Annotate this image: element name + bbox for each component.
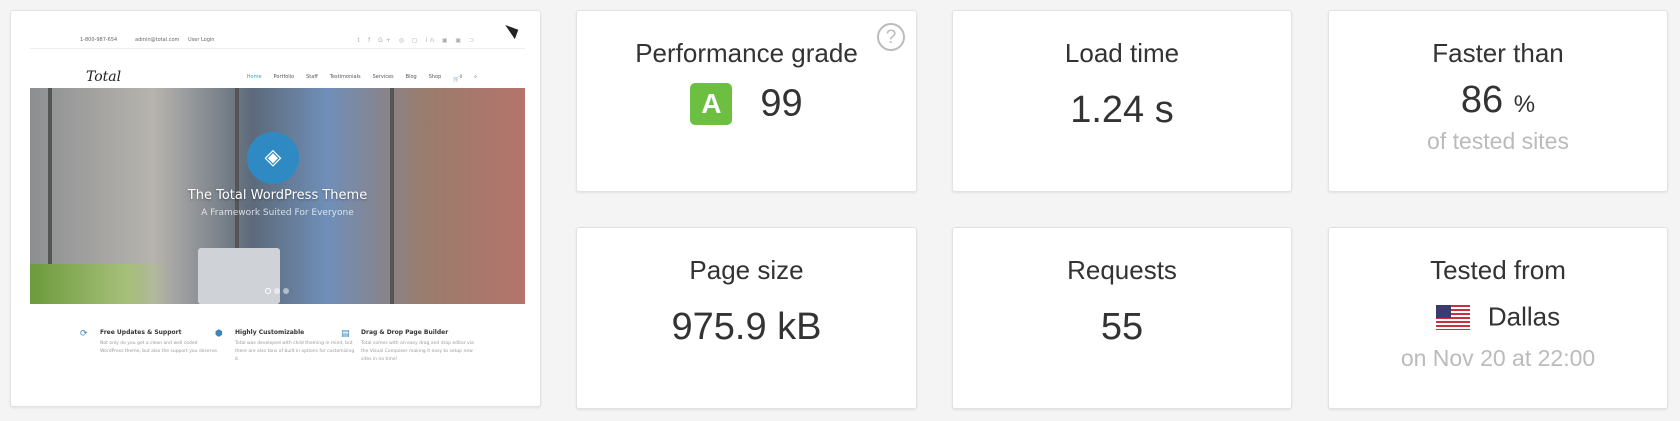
nav-services: Services <box>372 74 394 80</box>
hero-title: The Total WordPress Theme <box>187 188 368 203</box>
document-icon: ▤ <box>341 329 350 339</box>
phone-text: 1-800-987-654 <box>80 37 118 43</box>
location-text: Dallas <box>1487 301 1561 332</box>
feature-text: Total comes with an easy drag and drop e… <box>361 341 474 362</box>
grade-score: 99 <box>760 82 803 125</box>
faster-than-value: 86 <box>1460 79 1504 121</box>
slider-dots <box>265 288 289 294</box>
feature-title: Highly Customizable <box>235 329 305 336</box>
website-preview: 1-800-987-654 admin@total.com User Login… <box>30 11 525 401</box>
nav-portfolio: Portfolio <box>273 74 295 80</box>
hero-banner: ◈ The Total WordPress Theme A Framework … <box>30 88 525 304</box>
load-time-value: 1.24 s <box>1070 89 1174 131</box>
faster-than-sub: of tested sites <box>1427 128 1569 154</box>
site-nav: Home Portfolio Staff Testimonials Servic… <box>247 74 477 83</box>
site-logo: Total <box>86 69 122 85</box>
nav-blog: Blog <box>405 74 417 80</box>
page-size-value: 975.9 kB <box>671 306 822 348</box>
tested-from-card: Tested from Dallas on Nov 20 at 22:00 <box>1328 227 1668 409</box>
nav-home: Home <box>246 74 262 80</box>
social-icons: 𝕥 f G+ ◎ ▢ in ▣ ▣ ⊃ <box>357 37 477 44</box>
card-label: Page size <box>689 255 804 285</box>
feature-item: ▤ Drag & Drop Page Builder Total comes w… <box>341 329 481 364</box>
feature-text: Total was developed with child theming i… <box>235 341 355 362</box>
site-screenshot: 1-800-987-654 admin@total.com User Login… <box>10 10 541 407</box>
card-label: Faster than <box>1432 38 1564 68</box>
feature-item: ⟳ Free Updates & Support Not only do you… <box>80 329 220 356</box>
search-icon: ⌕ <box>474 74 477 80</box>
site-topbar: 1-800-987-654 admin@total.com User Login… <box>30 31 525 49</box>
page-size-card: Page size 975.9 kB <box>576 227 917 409</box>
nav-testimonials: Testimonials <box>329 74 361 80</box>
requests-value: 55 <box>1100 306 1144 348</box>
cubes-icon: ⬢ <box>215 329 223 339</box>
nav-shop: Shop <box>428 74 442 80</box>
laptop-image <box>198 248 280 304</box>
requests-card: Requests 55 <box>952 227 1292 409</box>
faster-than-card: Faster than 86 % of tested sites <box>1328 10 1668 192</box>
card-label: Requests <box>1067 255 1177 285</box>
user-login-link: User Login <box>188 37 215 43</box>
performance-grade-card: ? Performance grade A 99 <box>576 10 917 192</box>
refresh-icon: ⟳ <box>80 329 88 339</box>
percent-unit: % <box>1513 91 1536 118</box>
hero-subtitle: A Framework Suited For Everyone <box>201 208 354 218</box>
help-icon[interactable]: ? <box>877 23 905 51</box>
theme-logo-icon: ◈ <box>247 132 299 184</box>
nav-staff: Staff <box>306 74 318 80</box>
card-label: Performance grade <box>635 38 858 68</box>
feature-title: Free Updates & Support <box>100 329 182 336</box>
card-label: Tested from <box>1430 255 1566 285</box>
card-label: Load time <box>1064 38 1180 68</box>
feature-title: Drag & Drop Page Builder <box>361 329 449 336</box>
email-text: admin@total.com <box>135 37 180 43</box>
us-flag-icon <box>1435 304 1470 330</box>
cart-icon: 🛒0 <box>453 74 463 83</box>
feature-text: Not only do you get a clean and well cod… <box>100 341 219 354</box>
test-date: on Nov 20 at 22:00 <box>1400 344 1596 371</box>
feature-item: ⬢ Highly Customizable Total was develope… <box>215 329 355 364</box>
grade-badge: A <box>690 82 733 125</box>
load-time-card: Load time 1.24 s <box>952 10 1292 192</box>
